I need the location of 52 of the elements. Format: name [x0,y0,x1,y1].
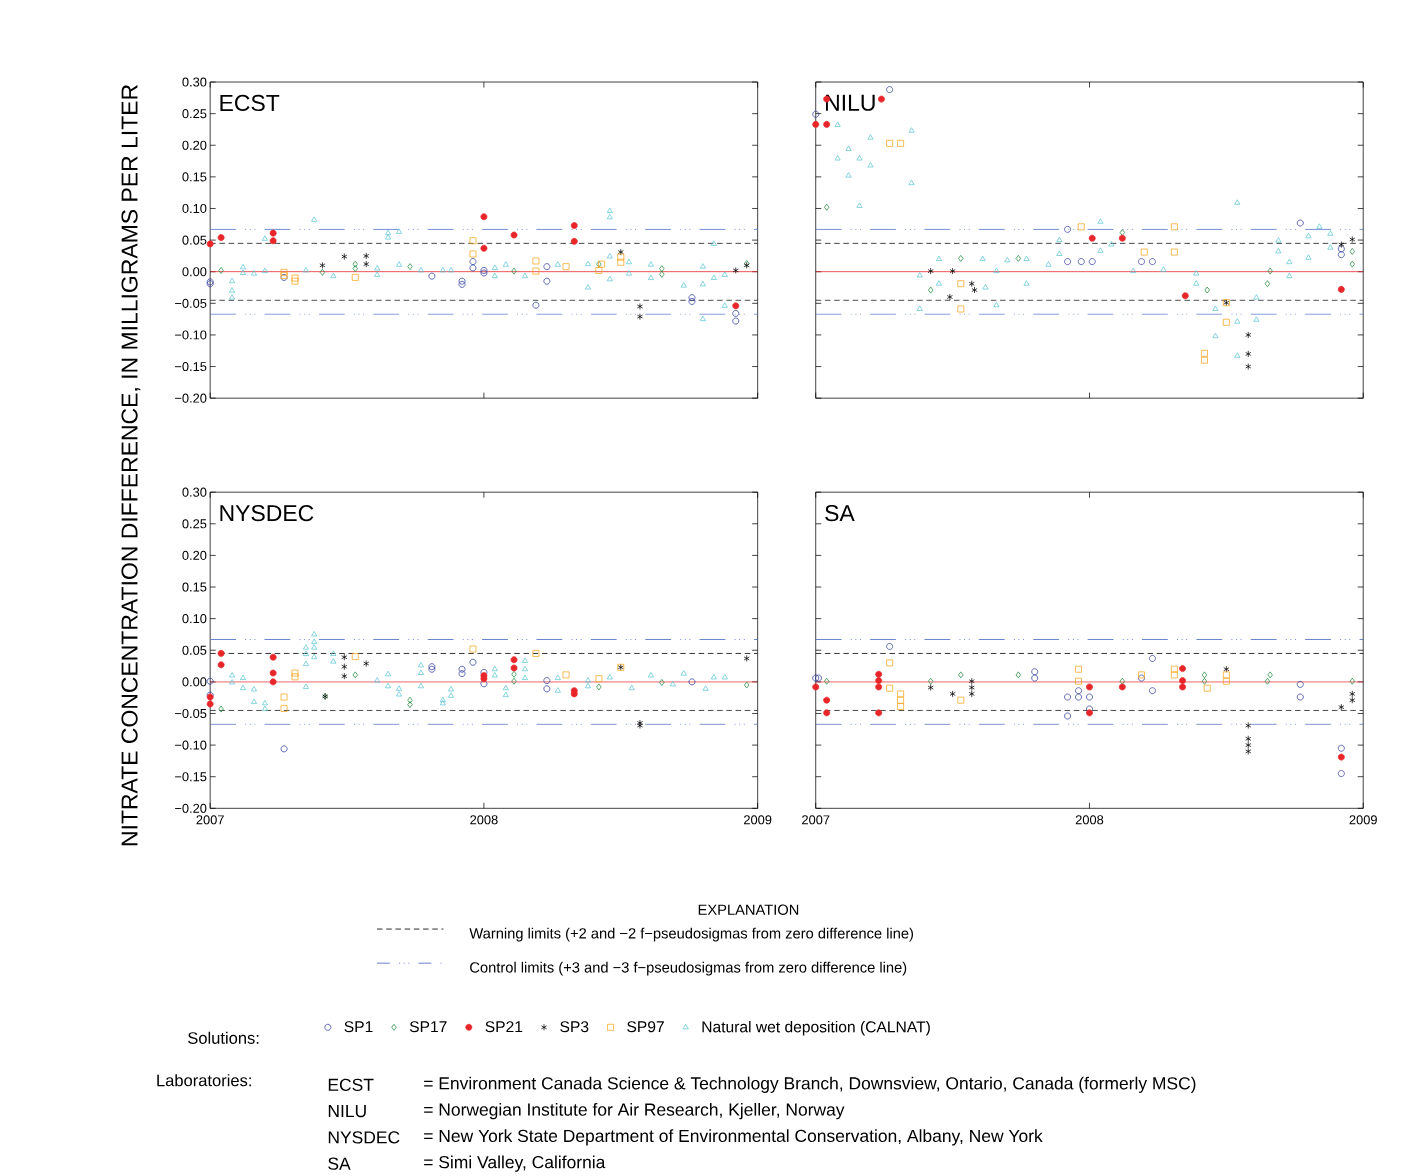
y-tick-label: 0.30 [182,487,207,497]
text: EXPLANATION [698,904,799,915]
y-tick-label: −0.10 [175,740,207,750]
text: Control limits (+3 and −3 f−pseudosigmas from zero difference line) [470,961,907,976]
chart-title: NYSDEC [220,504,314,522]
x-tick-label: 2008 [470,815,498,825]
y-tick-label: 0.20 [182,550,207,560]
y-tick-label: −0.15 [175,772,207,782]
y-tick-label: 0.15 [182,172,207,182]
x-tick-label: 2009 [1349,815,1377,825]
y-tick-label: 0.15 [182,582,207,592]
text: = Norwegian Institute for Air Research, Kjeller, Norway [424,1102,845,1120]
chart-title: ECST [220,94,280,112]
y-tick-label: 0.10 [182,614,207,624]
y-tick-label: 0.25 [182,519,207,529]
y-tick-label: −0.05 [175,298,207,308]
text: NYSDEC [328,1131,400,1144]
y-tick-label: 0.00 [182,677,207,687]
text: Laboratories: [157,1074,251,1087]
y-tick-label: 0.20 [182,140,207,150]
y-tick-label: −0.10 [175,330,207,340]
x-tick-label: 2007 [802,815,830,825]
y-tick-label: −0.20 [175,393,207,403]
text: ECST [328,1078,374,1091]
y-tick-label: 0.25 [182,109,207,119]
x-tick-label: 2008 [1075,815,1104,825]
text: = New York State Department of Environmental Conservation, Albany, New York [424,1129,1043,1146]
y-tick-label: −0.20 [175,803,207,813]
legend-label: SP21 [485,1021,523,1033]
legend-label: Natural wet deposition (CALNAT) [702,1020,930,1036]
text: NILU [328,1104,366,1118]
x-tick-label: 2009 [744,815,772,825]
legend-title: Solutions: [188,1031,259,1044]
y-tick-label: −0.15 [175,361,207,372]
text: Warning limits (+2 and −2 f−pseudosigmas from zero difference line) [469,927,914,942]
legend-label: SP1 [344,1021,373,1033]
y-tick-label: 0.00 [182,267,207,277]
text: = Simi Valley, California [424,1155,606,1172]
y-tick-label: 0.05 [182,645,207,655]
x-tick-label: 2007 [196,815,224,825]
text: SA [328,1157,351,1170]
legend-label: SP3 [560,1021,589,1033]
y-tick-label: −0.05 [175,708,207,718]
text: = Environment Canada Science & Technology Branch, Downsview, Ontario, Canada (formerly MSC) [424,1076,1196,1093]
y-tick-label: 0.10 [182,203,207,214]
y-tick-label: 0.05 [182,235,207,245]
y-tick-label: 0.30 [182,77,207,87]
legend-label: SP17 [409,1021,447,1033]
y-axis-title: NITRATE CONCENTRATION DIFFERENCE, IN MILLIGRAMS PER LITER [121,84,141,846]
legend-label: SP97 [627,1021,664,1033]
chart-title: SA [825,504,855,522]
chart-title: NILU [826,94,875,111]
